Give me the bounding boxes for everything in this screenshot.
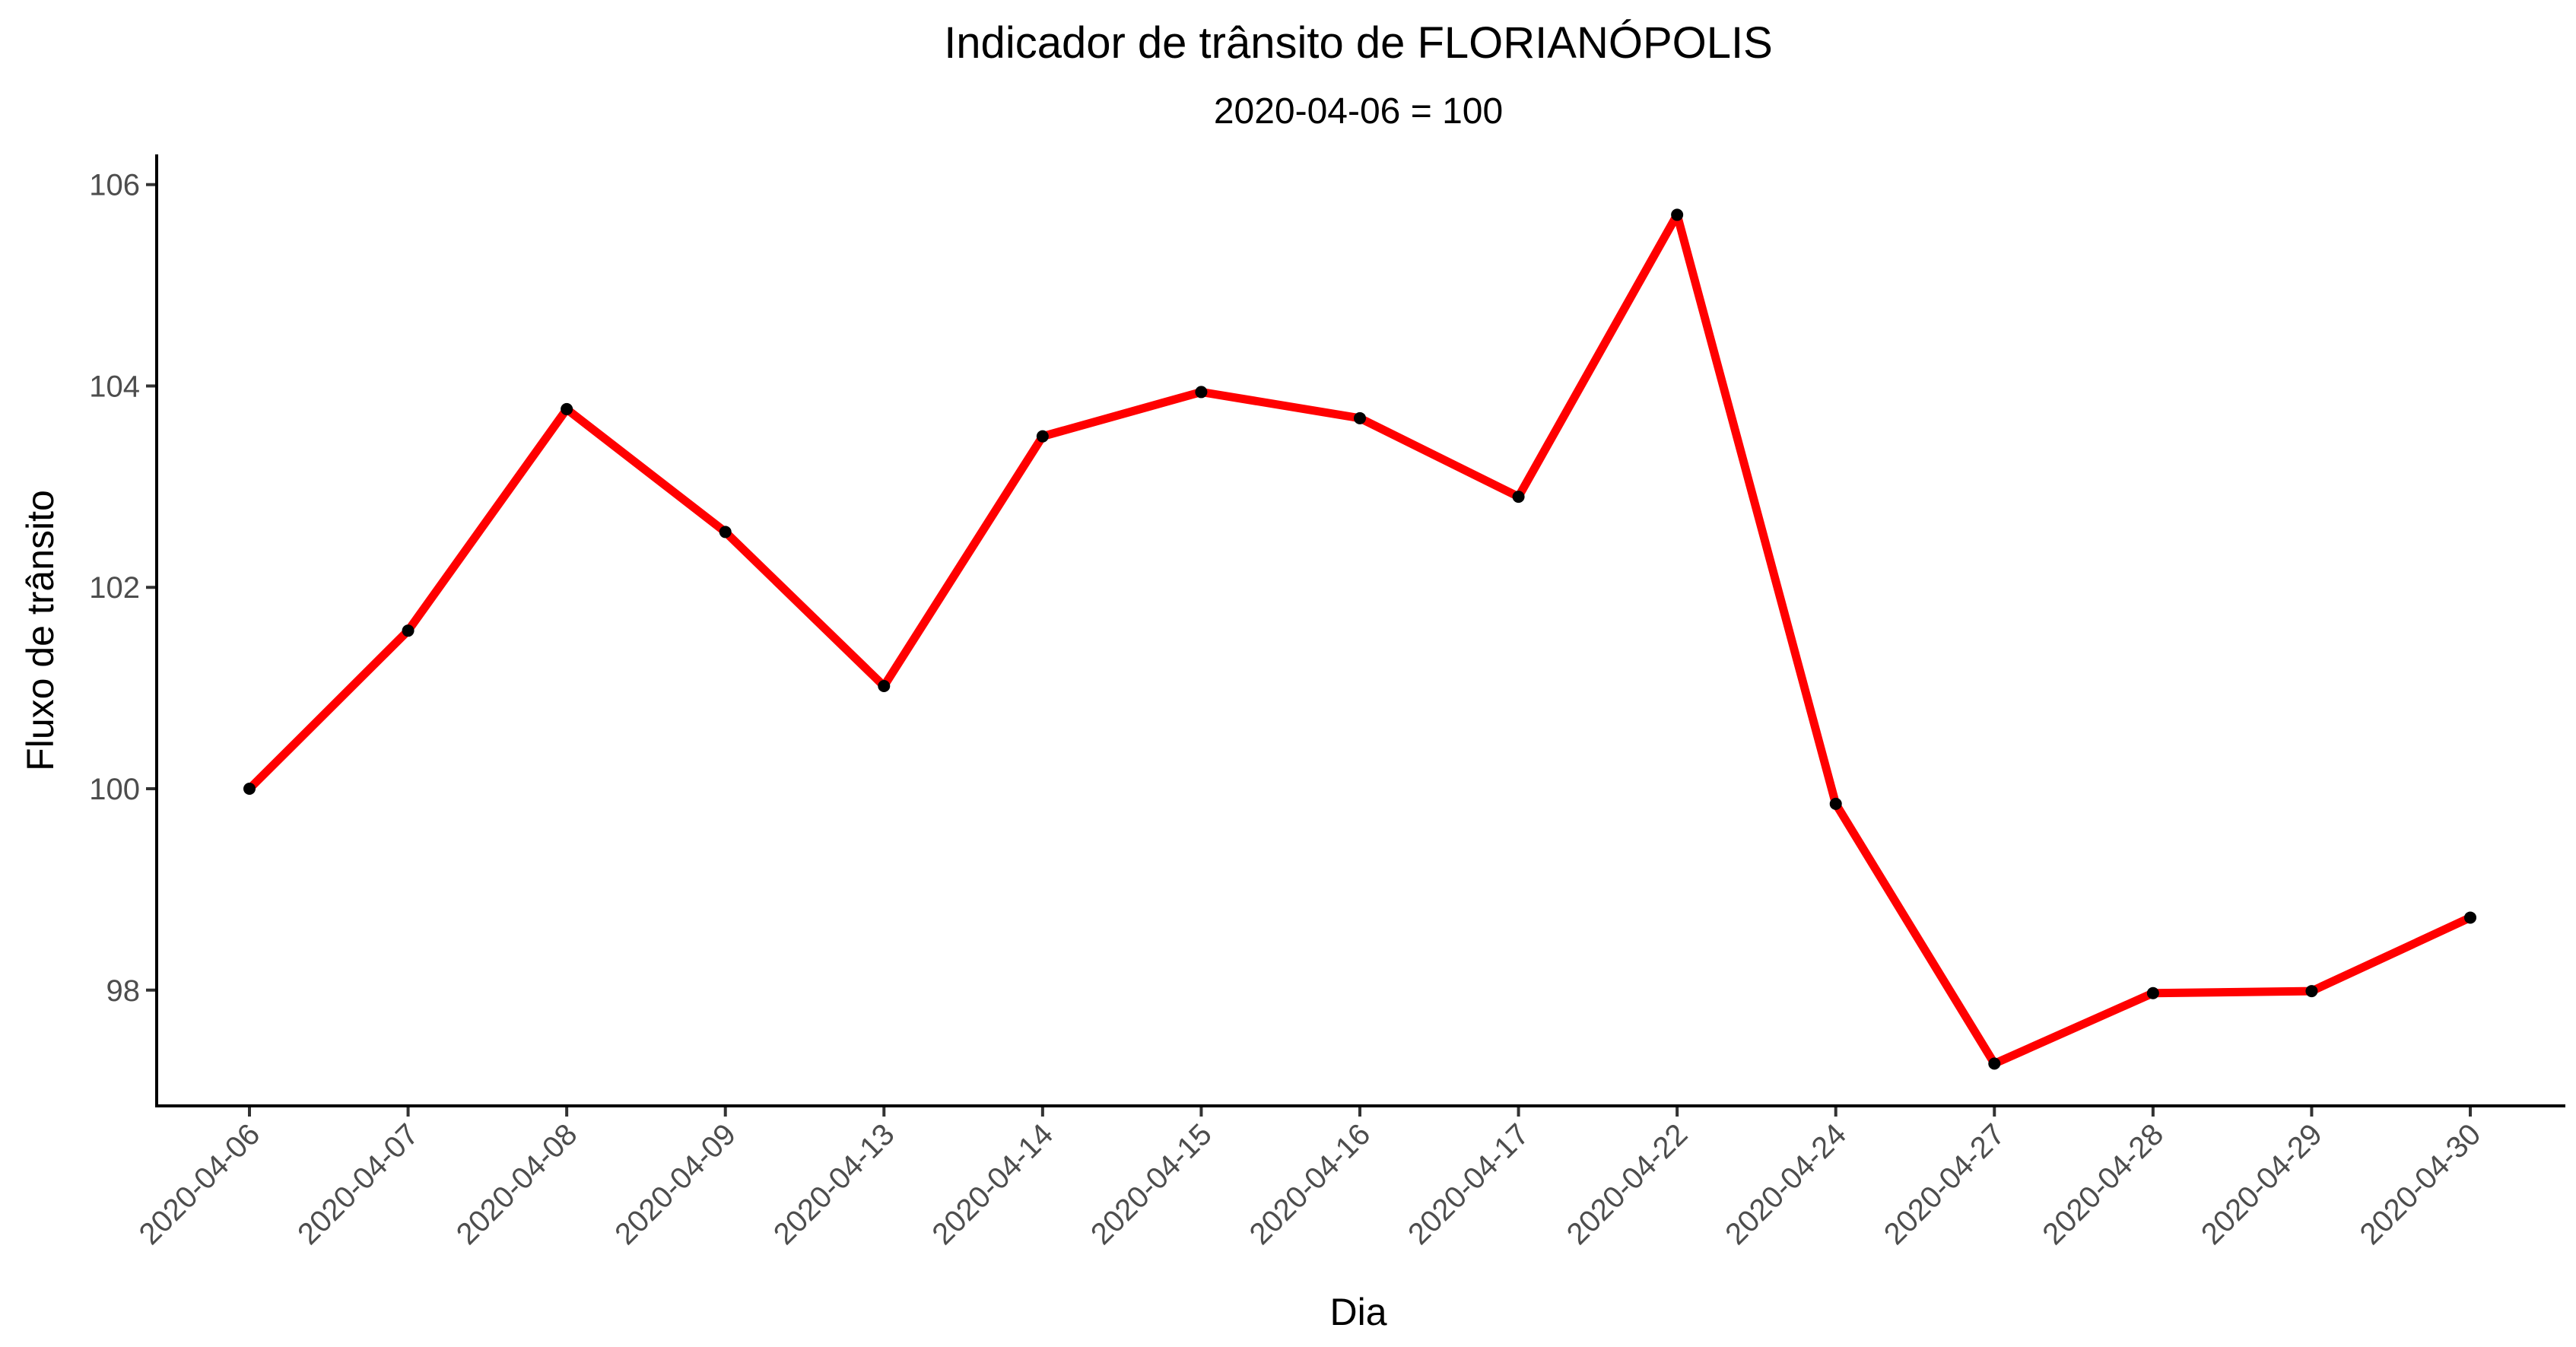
y-axis-title: Fluxo de trânsito (19, 490, 62, 771)
series-layer (243, 208, 2476, 1070)
x-tick-label: 2020-04-15 (1085, 1117, 1218, 1251)
data-point (2146, 986, 2159, 999)
x-tick-label: 2020-04-27 (1878, 1117, 2012, 1251)
chart-subtitle: 2020-04-06 = 100 (1214, 91, 1503, 132)
x-tick-label: 2020-04-07 (291, 1117, 425, 1251)
x-axis-ticks: 2020-04-06 2020-04-07 2020-04-08 2020-04-09… (133, 1106, 2488, 1251)
x-tick-label: 2020-04-17 (1402, 1117, 1536, 1251)
chart-title: Indicador de trânsito de FLORIANÓPOLIS (944, 18, 1773, 68)
x-tick-label: 2020-04-09 (608, 1117, 742, 1251)
series-line (246, 210, 2473, 1068)
x-tick-label: 2020-04-08 (450, 1117, 584, 1251)
data-point (1195, 386, 1208, 399)
data-point (1829, 797, 1842, 810)
x-tick-label: 2020-04-22 (1561, 1117, 1695, 1251)
data-point (1036, 430, 1049, 443)
x-tick-label: 2020-04-30 (2354, 1117, 2488, 1251)
data-point (402, 624, 415, 637)
x-tick-label: 2020-04-24 (1719, 1117, 1853, 1251)
x-tick-label: 2020-04-28 (2036, 1117, 2170, 1251)
x-tick-label: 2020-04-29 (2195, 1117, 2329, 1251)
data-point (243, 783, 256, 795)
data-point (1671, 208, 1684, 221)
x-tick-label: 2020-04-06 (133, 1117, 267, 1251)
data-point (1988, 1057, 2001, 1070)
data-point (1354, 411, 1366, 424)
data-point (1512, 491, 1525, 504)
y-tick-label: 102 (89, 571, 140, 605)
x-tick-label: 2020-04-14 (926, 1117, 1059, 1251)
y-tick-label: 100 (89, 773, 140, 806)
data-point (2464, 911, 2476, 924)
x-tick-label: 2020-04-13 (767, 1117, 901, 1251)
data-point (561, 402, 573, 415)
y-axis-ticks: 98 100 102 104 106 (89, 169, 157, 1008)
x-axis-title: Dia (1329, 1291, 1386, 1333)
data-point (2305, 985, 2318, 998)
y-tick-label: 98 (106, 974, 141, 1008)
y-tick-label: 104 (89, 370, 140, 403)
data-point (719, 526, 732, 538)
x-tick-label: 2020-04-16 (1244, 1117, 1377, 1251)
data-point (878, 679, 891, 692)
y-tick-label: 106 (89, 169, 140, 202)
